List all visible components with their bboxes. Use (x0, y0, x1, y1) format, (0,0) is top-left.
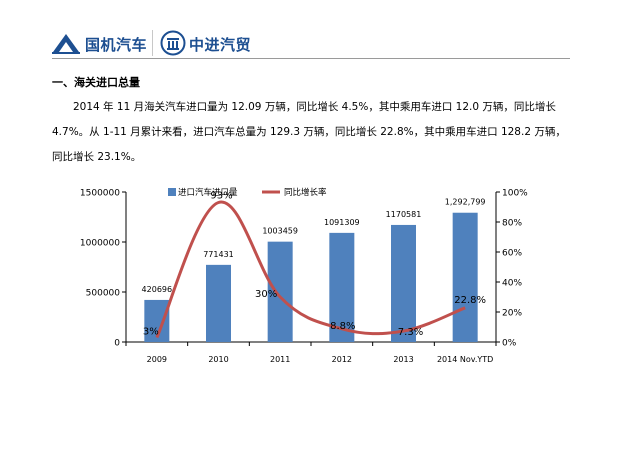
company-name-1: 国机汽车 (85, 36, 148, 54)
legend-bar-label: 进口汽车进口量 (178, 187, 238, 198)
x-tick-label: 2014 Nov.YTD (437, 355, 493, 364)
body-line-1: 2014 年 11 月海关汽车进口量为 12.09 万辆，同比增长 4.5%，其… (73, 101, 556, 113)
chart-line (155, 200, 466, 339)
chart-labels: 420696 771431 1003459 1091309 1170581 1,292,7… (142, 191, 486, 339)
bar-data-label: 771431 (203, 250, 234, 259)
right-tick-label: 80% (502, 219, 522, 229)
line-data-label: 8.8% (330, 321, 355, 332)
left-tick-label: 1000000 (80, 239, 120, 249)
x-tick-label: 2013 (393, 355, 413, 364)
line-data-label: 93% (210, 191, 232, 202)
bar (206, 264, 231, 342)
logo-divider (152, 30, 153, 56)
line-data-label: 3% (143, 327, 159, 338)
chart-axes: 0 500000 1000000 1500000 0% 20% 40% 60% 80% 100% 2… (80, 189, 528, 365)
legend-bar-swatch (168, 188, 176, 196)
chart-legend: 进口汽车进口量 同比增长率 (168, 187, 327, 198)
bar-data-label: 1,292,799 (445, 198, 486, 207)
chart-bars (144, 212, 478, 342)
company-name-2: 中进汽贸 (189, 36, 252, 54)
bar-data-label: 1091309 (324, 218, 360, 227)
line-data-label: 22.8% (454, 295, 486, 306)
x-tick-label: 2009 (147, 355, 167, 364)
growth-rate-line (155, 200, 466, 339)
body-paragraph: 2014 年 11 月海关汽车进口量为 12.09 万辆，同比增长 4.5%，其… (52, 95, 578, 170)
x-tick-label: 2010 (208, 355, 228, 364)
left-tick-label: 500000 (86, 289, 121, 299)
section-heading: 一、海关进口总量 (52, 76, 140, 89)
bar-data-label: 420696 (142, 285, 173, 294)
bar-data-label: 1003459 (262, 227, 298, 236)
right-tick-label: 100% (502, 189, 528, 199)
bar (267, 241, 293, 342)
line-data-label: 7.3% (398, 327, 423, 338)
header-logos: 国机汽车 中进汽贸 (52, 28, 292, 58)
left-tick-label: 0 (114, 339, 120, 349)
legend-line-label: 同比增长率 (284, 187, 327, 198)
emblem-logo-icon (160, 30, 186, 56)
mountain-logo-icon (52, 34, 80, 54)
body-line-2: 4.7%。从 1-11 月累计来看，进口汽车总量为 129.3 万辆，同比增长 … (52, 126, 566, 138)
right-tick-label: 20% (502, 309, 522, 319)
right-tick-label: 0% (502, 339, 517, 349)
line-data-label: 30% (255, 289, 277, 300)
body-line-3: 同比增长 23.1%。 (52, 151, 142, 163)
bar-data-label: 1170581 (386, 210, 422, 219)
bar (329, 232, 355, 342)
x-tick-label: 2012 (332, 355, 352, 364)
x-tick-label: 2011 (270, 355, 290, 364)
right-tick-label: 40% (502, 279, 522, 289)
bar (452, 212, 478, 342)
left-tick-label: 1500000 (80, 189, 120, 199)
bar (391, 224, 416, 342)
header-divider (52, 58, 570, 59)
right-tick-label: 60% (502, 249, 522, 259)
